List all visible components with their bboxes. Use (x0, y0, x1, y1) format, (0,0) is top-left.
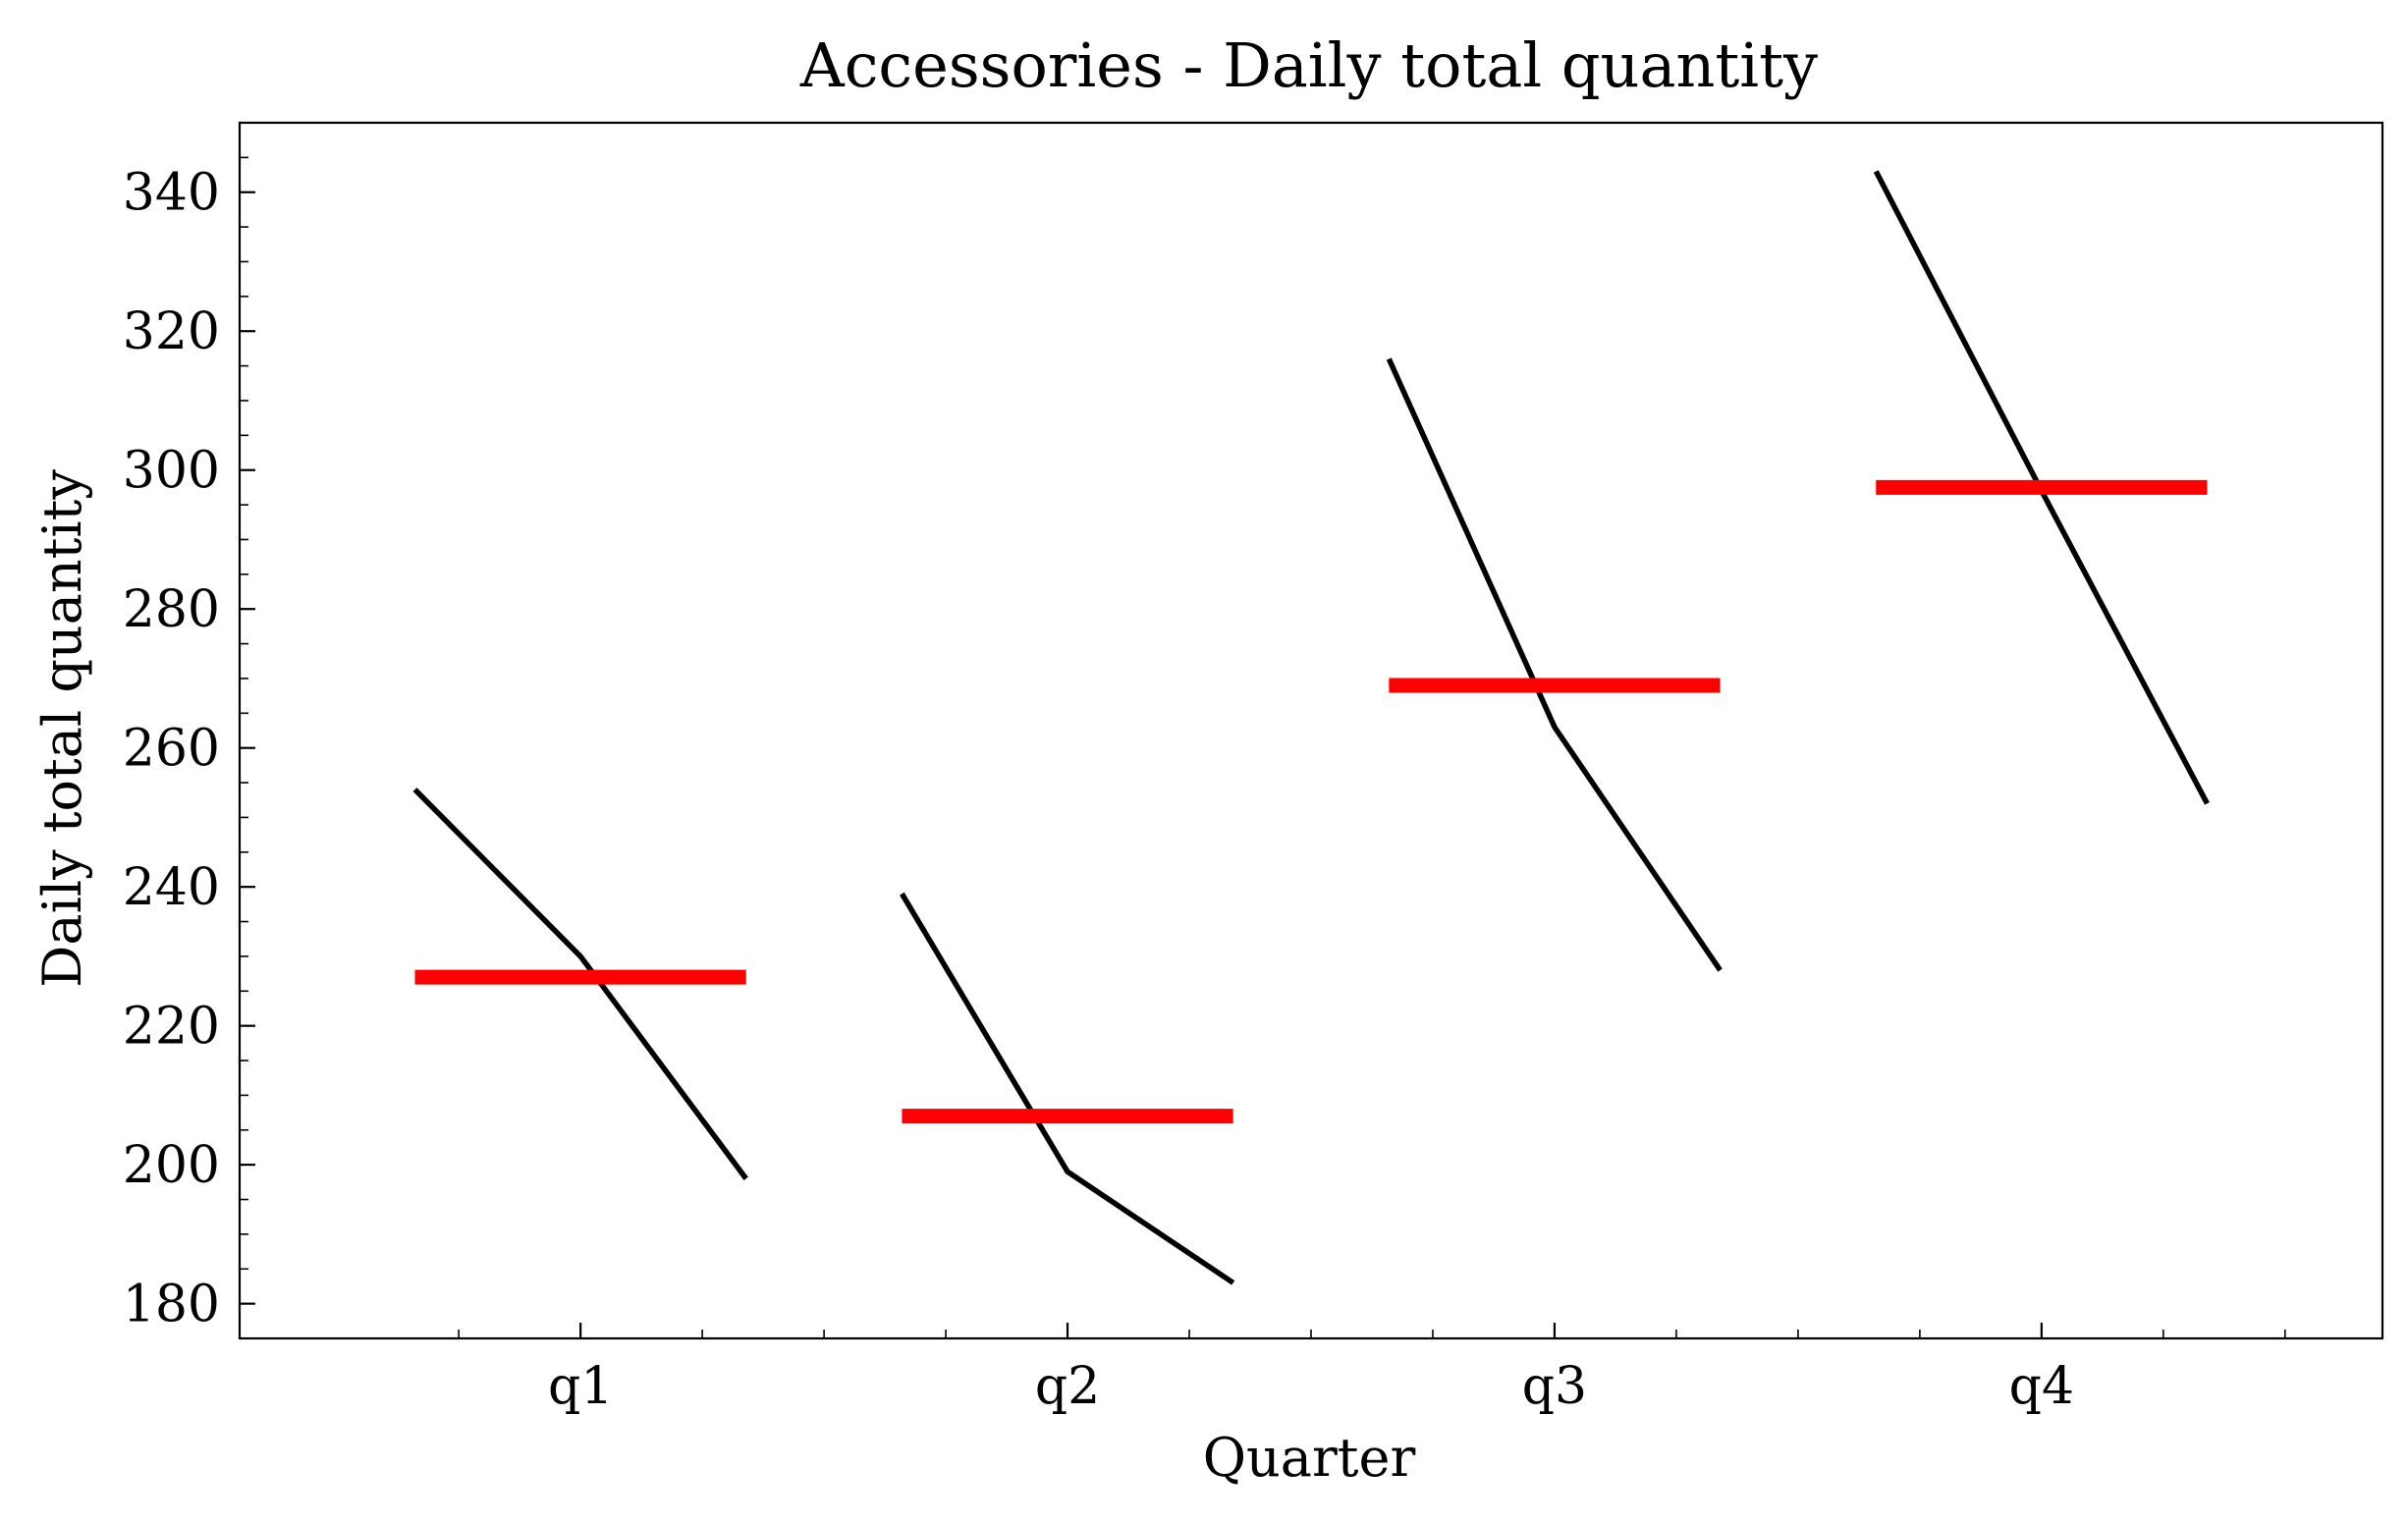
y-axis-label: Daily total quantity (31, 469, 93, 988)
y-tick-label: 300 (123, 442, 220, 501)
chart-title: Accessories - Daily total quantity (799, 29, 1818, 101)
y-tick-label: 320 (123, 302, 220, 361)
x-tick-label: q1 (548, 1357, 613, 1416)
trend-line-q2 (900, 892, 1235, 1285)
x-axis-label: Quarter (1203, 1427, 1416, 1489)
y-tick-label: 340 (123, 164, 220, 223)
trend-line-q1 (412, 788, 748, 1180)
y-tick-label: 200 (123, 1136, 220, 1195)
y-tick-label: 180 (123, 1276, 220, 1334)
x-tick-label: q3 (1522, 1357, 1587, 1416)
x-tick-label: q4 (2009, 1357, 2074, 1416)
y-tick-label: 260 (123, 720, 220, 779)
y-tick-label: 240 (123, 858, 220, 917)
y-tick-label: 280 (123, 580, 220, 639)
trend-line-q3 (1386, 357, 1723, 972)
y-tick-label: 220 (123, 998, 220, 1057)
x-tick-label: q2 (1035, 1357, 1100, 1416)
plot-area: 180 200 220 240 260 280 300 320 340 q1 q2 q3 q4 (123, 121, 2384, 1416)
